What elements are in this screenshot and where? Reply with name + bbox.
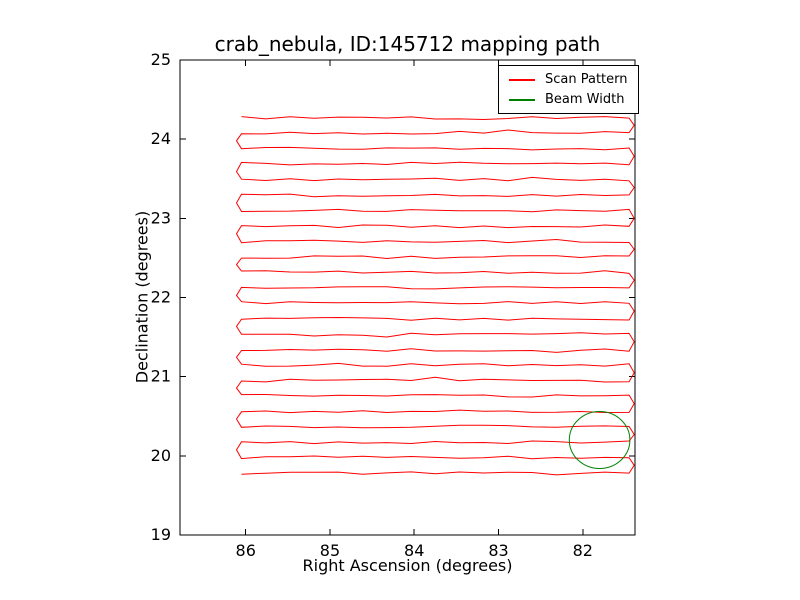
y-axis-label: Declination (degrees) [132, 210, 152, 384]
legend-line-swatch [509, 78, 535, 81]
x-tick-label: 82 [573, 541, 593, 560]
y-tick-label: 22 [151, 288, 171, 307]
x-axis-label: Right Ascension (degrees) [302, 556, 513, 575]
x-tick-label: 86 [236, 541, 256, 560]
x-tick-label: 85 [320, 541, 340, 560]
legend: Scan Pattern Beam Width [498, 65, 639, 114]
x-tick-label: 83 [488, 541, 508, 560]
beam-width-circle [568, 411, 631, 469]
y-tick-label: 25 [151, 50, 171, 69]
y-tick-label: 19 [151, 525, 171, 544]
legend-line-swatch [509, 98, 535, 101]
scan-pattern-path [235, 116, 635, 476]
chart-title: crab_nebula, ID:145712 mapping path [214, 32, 601, 56]
legend-label: Beam Width [545, 92, 625, 107]
legend-item: Scan Pattern [509, 73, 628, 86]
axes-frame [179, 59, 636, 536]
legend-item: Beam Width [509, 93, 628, 106]
y-tick-label: 24 [151, 129, 171, 148]
y-tick-label: 20 [151, 446, 171, 465]
y-tick-label: 21 [151, 367, 171, 386]
legend-label: Scan Pattern [545, 72, 628, 87]
y-tick-label: 23 [151, 208, 171, 227]
x-tick-label: 84 [404, 541, 424, 560]
